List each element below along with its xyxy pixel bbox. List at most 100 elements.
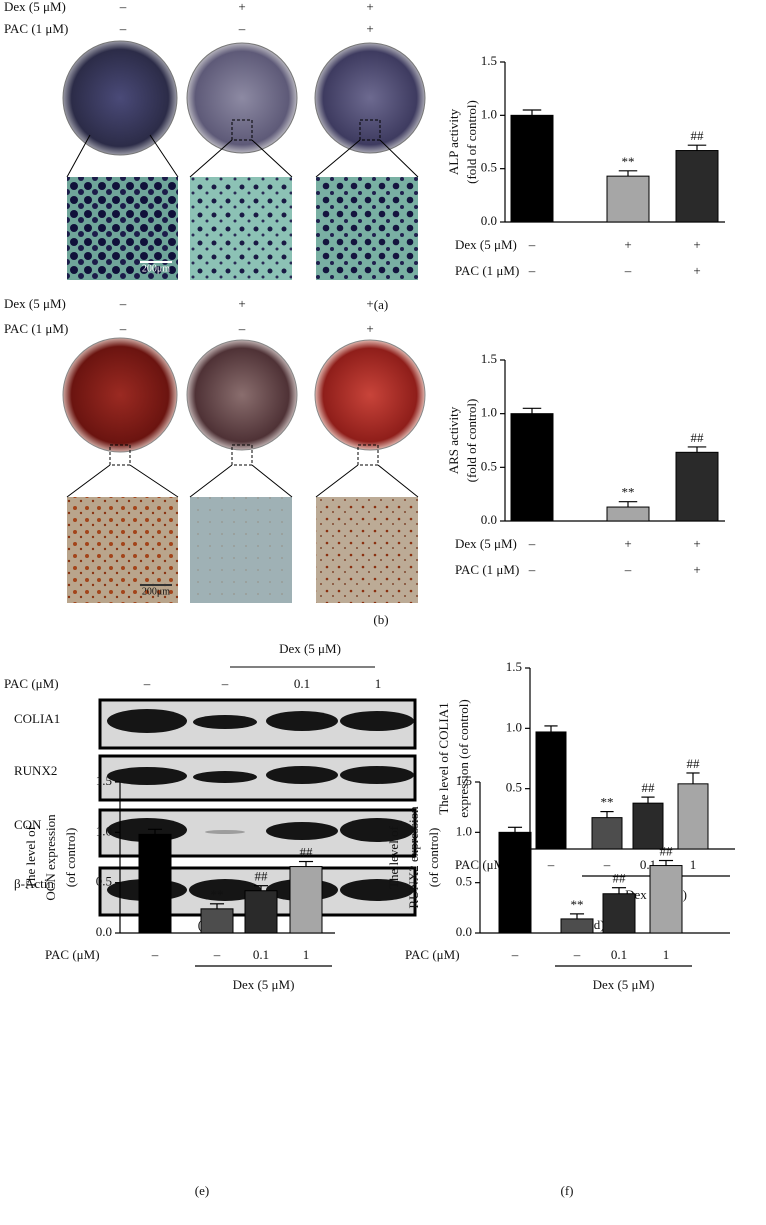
- caption: (e): [195, 1183, 209, 1198]
- panel-b-images: [62, 337, 426, 603]
- band-label: COLIA1: [14, 711, 60, 726]
- bar: [675, 150, 719, 223]
- annotation: ##: [691, 430, 705, 445]
- caption: (f): [561, 1183, 574, 1198]
- bar: [535, 731, 567, 850]
- x-tick-label: +: [693, 562, 700, 577]
- x-tick-label: –: [511, 947, 519, 962]
- y-tick-label: 0.5: [96, 874, 112, 889]
- sign: –: [119, 296, 127, 311]
- y-tick-label: 1.0: [481, 405, 497, 420]
- sign: –: [238, 21, 246, 36]
- x-tick-label: –: [624, 263, 632, 278]
- x-tick-label: 0.1: [611, 947, 627, 962]
- sign: +: [238, 296, 245, 311]
- sign: +: [366, 21, 373, 36]
- y-axis-label: The level of: [386, 825, 401, 888]
- y-axis-label: The level of: [23, 825, 38, 888]
- y-axis-label: (of control): [426, 828, 441, 888]
- y-tick-label: 1.5: [481, 351, 497, 366]
- annotation: ##: [687, 756, 701, 771]
- y-axis-label: The level of COLIA1: [436, 702, 451, 814]
- scale-bar-label: 200μm: [142, 586, 170, 597]
- y-axis-label: OCN expression: [43, 814, 58, 901]
- x-tick-label: 1: [690, 857, 697, 872]
- bar: [138, 833, 172, 934]
- group-label: Dex (5 μM): [593, 977, 655, 992]
- x-tick-label: +: [693, 263, 700, 278]
- y-tick-label: 1.0: [481, 106, 497, 121]
- y-tick-label: 0.0: [481, 512, 497, 527]
- bar: [200, 908, 234, 934]
- x-tick-label: +: [693, 237, 700, 252]
- row-label: PAC (1 μM): [455, 263, 519, 278]
- x-tick-label: –: [547, 857, 555, 872]
- scale-bar-label: 200μm: [142, 263, 170, 274]
- y-tick-label: 0.0: [481, 213, 497, 228]
- annotation: ##: [255, 869, 269, 884]
- y-tick-label: 1.0: [96, 823, 112, 838]
- sign: –: [119, 321, 127, 336]
- bar: [591, 817, 623, 850]
- x-axis-label: PAC (μM): [45, 947, 100, 962]
- annotation: ##: [642, 780, 656, 795]
- lane-label: –: [221, 676, 229, 691]
- annotation: **: [211, 887, 224, 902]
- y-tick-label: 1.5: [96, 773, 112, 788]
- y-tick-label: 0.5: [481, 458, 497, 473]
- group-label: Dex (5 μM): [279, 641, 341, 656]
- image-labels: Dex (5 μM) PAC (1 μM) – + + – – + 200μm …: [4, 0, 389, 932]
- bar: [510, 114, 554, 223]
- bar: [677, 783, 709, 850]
- x-tick-label: +: [693, 536, 700, 551]
- y-tick-label: 1.5: [481, 53, 497, 68]
- x-tick-label: –: [528, 263, 536, 278]
- x-tick-label: –: [528, 237, 536, 252]
- annotation: ##: [691, 128, 705, 143]
- row-label: PAC (1 μM): [4, 321, 68, 336]
- y-tick-label: 1.5: [456, 773, 472, 788]
- sign: +: [366, 0, 373, 14]
- x-tick-label: 1: [303, 947, 310, 962]
- row-label: Dex (5 μM): [455, 536, 517, 551]
- row-label: PAC (1 μM): [455, 562, 519, 577]
- bar: [675, 451, 719, 522]
- x-tick-label: –: [528, 536, 536, 551]
- bar: [602, 893, 636, 934]
- bar: [632, 802, 664, 850]
- sign: +: [366, 321, 373, 336]
- x-tick-label: –: [151, 947, 159, 962]
- bar: [649, 865, 683, 934]
- bar: [498, 831, 532, 934]
- annotation: ##: [660, 844, 674, 859]
- bar: [606, 175, 650, 223]
- western-blot: [98, 666, 417, 917]
- band-label: RUNX2: [14, 763, 57, 778]
- x-tick-label: +: [624, 237, 631, 252]
- y-axis-label: (of control): [63, 828, 78, 888]
- x-tick-label: –: [624, 562, 632, 577]
- y-tick-label: 1.5: [506, 659, 522, 674]
- x-tick-label: –: [213, 947, 221, 962]
- row-label: Dex (5 μM): [4, 0, 66, 14]
- band-label: CON: [14, 817, 42, 832]
- x-tick-label: 1: [663, 947, 670, 962]
- y-tick-label: 0.0: [96, 924, 112, 939]
- annotation: ##: [300, 845, 314, 860]
- y-tick-label: 1.0: [456, 823, 472, 838]
- bar: [510, 413, 554, 522]
- y-tick-label: 0.5: [456, 874, 472, 889]
- x-axis-label: PAC (μM): [405, 947, 460, 962]
- sign: +: [366, 296, 373, 311]
- y-axis-label: ALP activity: [446, 108, 461, 175]
- bar: [244, 890, 278, 934]
- row-label: PAC (1 μM): [4, 21, 68, 36]
- x-tick-label: –: [603, 857, 611, 872]
- y-tick-label: 1.0: [506, 719, 522, 734]
- sign: –: [119, 0, 127, 14]
- y-tick-label: 0.5: [506, 780, 522, 795]
- x-tick-label: 0.1: [253, 947, 269, 962]
- y-axis-label: expression (of control): [456, 699, 471, 817]
- y-axis-label: (fold of control): [464, 100, 479, 184]
